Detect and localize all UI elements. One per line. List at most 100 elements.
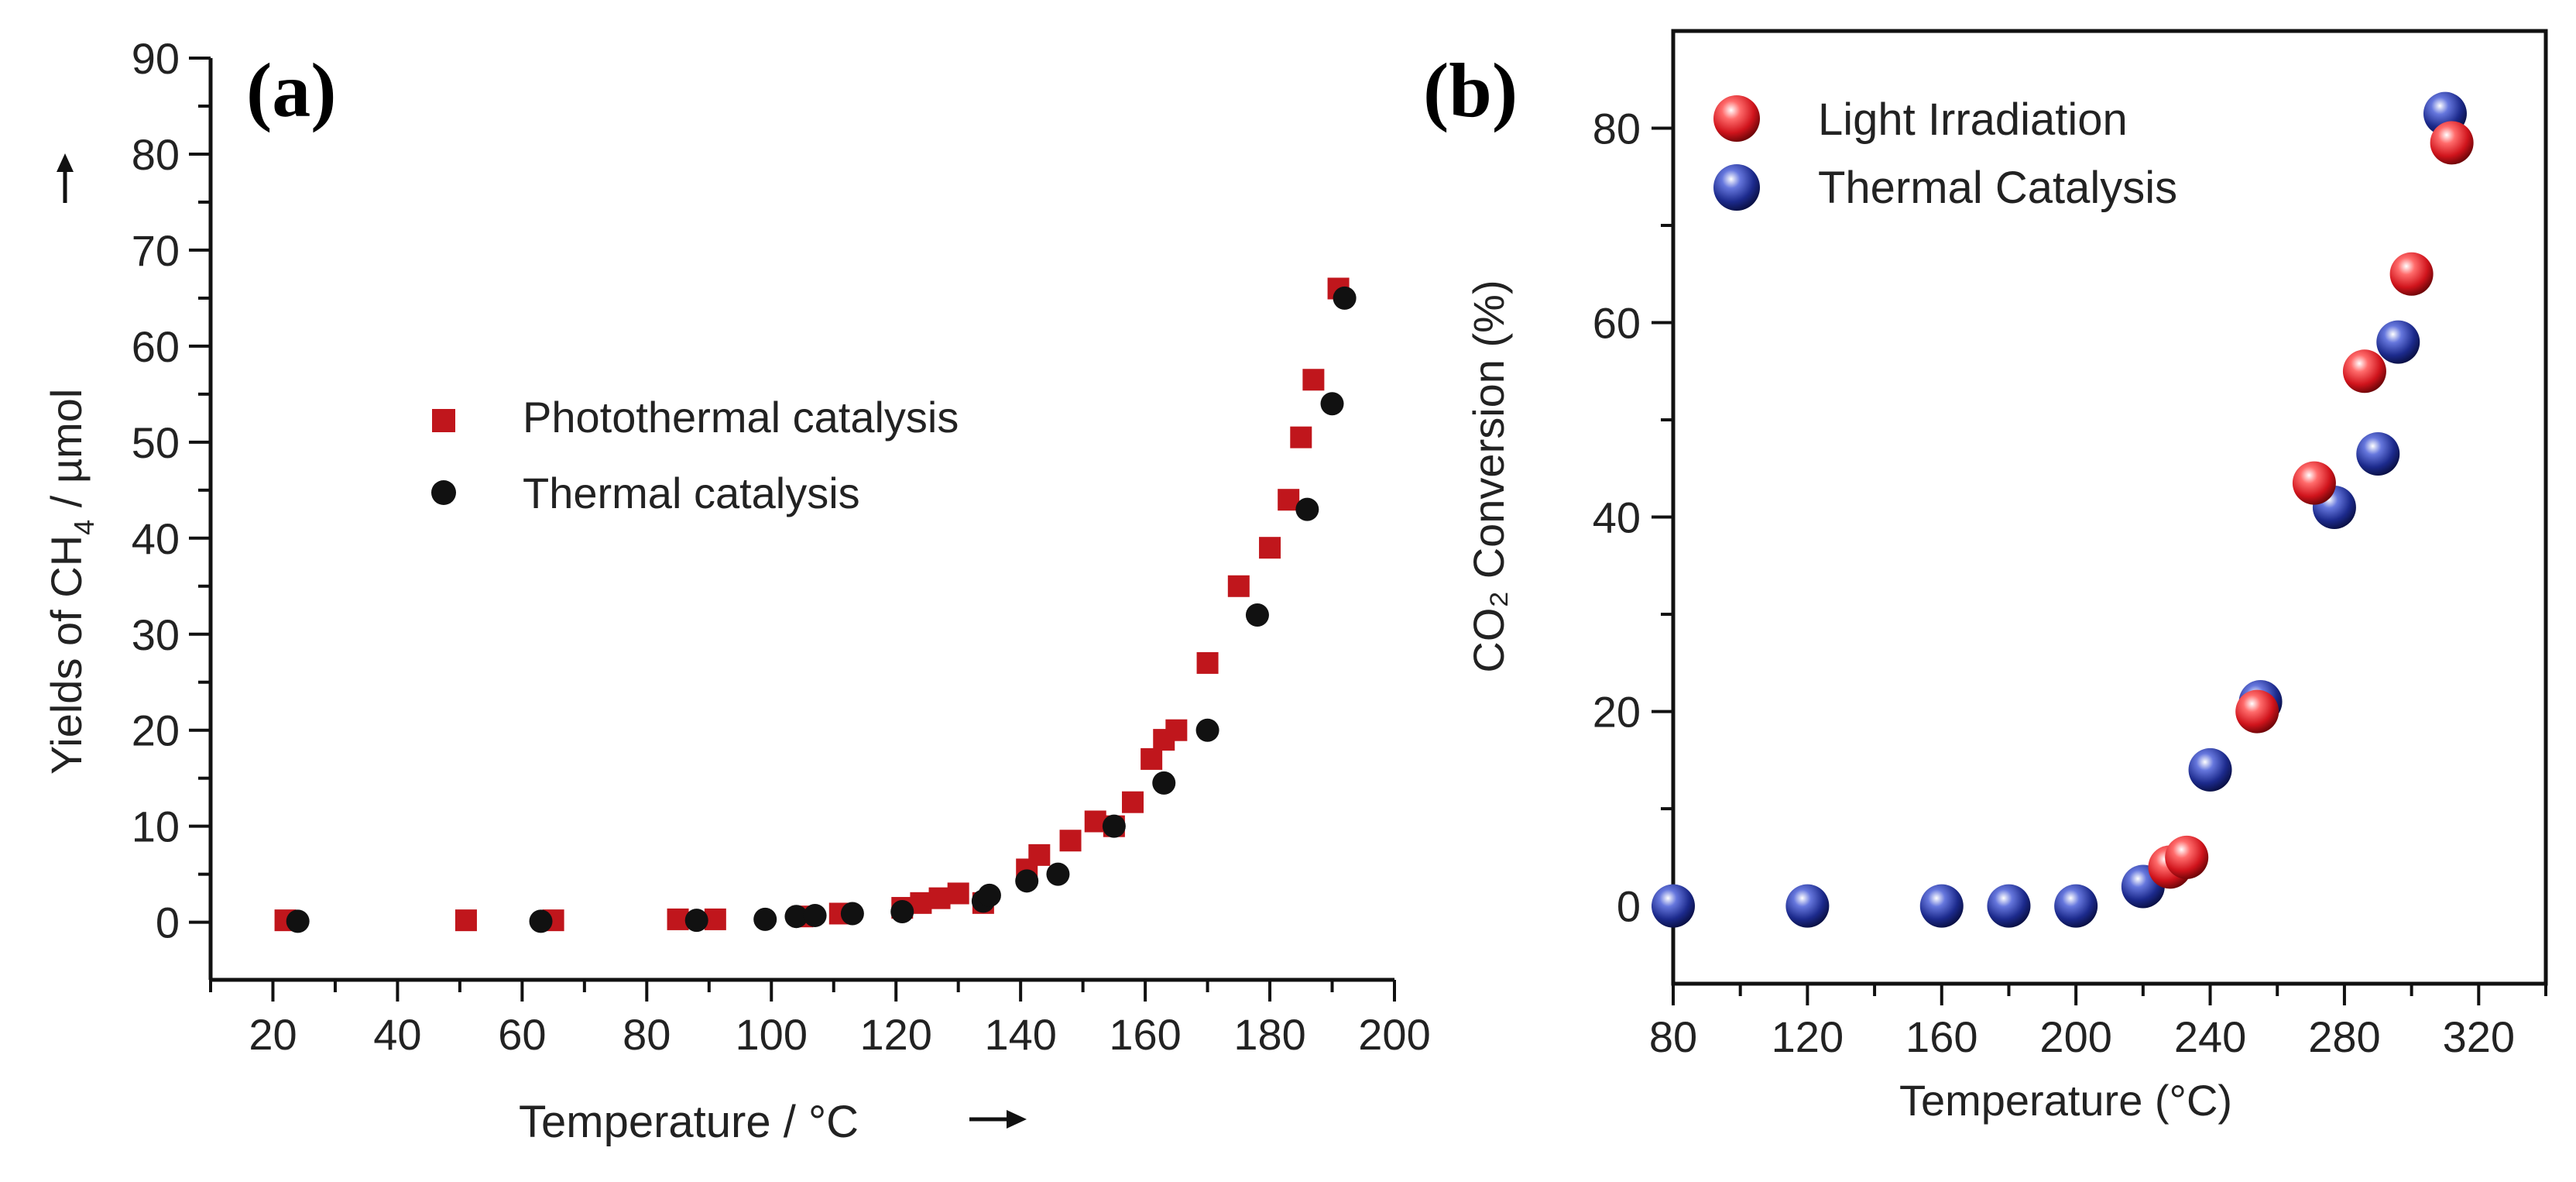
point-light-irradiation	[2342, 349, 2386, 393]
point-thermal	[977, 883, 1001, 907]
x-tick-label: 60	[498, 1010, 546, 1059]
legend-marker-thermal-catalysis	[1713, 164, 1760, 211]
point-thermal	[529, 909, 553, 933]
legend-label-thermal: Thermal catalysis	[523, 469, 860, 517]
panel-b-data-points	[1652, 91, 2474, 928]
point-thermal	[753, 907, 777, 931]
point-light-irradiation	[2165, 835, 2209, 879]
point-light-irradiation	[2430, 121, 2474, 165]
point-thermal	[1102, 814, 1126, 838]
x-tick-label: 200	[2039, 1012, 2111, 1061]
point-thermal	[1046, 862, 1070, 886]
x-tick-label: 200	[1358, 1010, 1430, 1059]
y-tick-label: 80	[132, 130, 180, 179]
panel-a-x-axis-arrow	[969, 1110, 1027, 1129]
point-photothermal	[928, 887, 951, 909]
point-photothermal	[1141, 747, 1163, 770]
panel-a: (a) 20 40 60 80 100 120 140 160 180 200 0 10 20 30 40…	[42, 34, 1431, 1147]
legend-marker-photothermal	[432, 409, 455, 432]
point-thermal-catalysis	[2054, 884, 2098, 928]
point-thermal	[840, 902, 864, 926]
legend-marker-thermal	[431, 480, 456, 505]
legend-label-thermal-catalysis: Thermal Catalysis	[1818, 163, 2177, 213]
point-thermal	[1015, 869, 1039, 893]
panel-a-legend: Photothermal catalysis Thermal catalysis	[431, 393, 959, 517]
point-photothermal	[1084, 810, 1106, 833]
x-tick-label: 240	[2174, 1012, 2246, 1061]
point-thermal	[1245, 603, 1269, 627]
x-tick-label: 120	[859, 1010, 931, 1059]
y-tick-label: 80	[1593, 105, 1641, 153]
point-photothermal	[1196, 651, 1219, 674]
point-photothermal	[1059, 830, 1082, 852]
legend-marker-light-irradiation	[1713, 95, 1760, 142]
x-tick-label: 80	[623, 1010, 671, 1059]
y-tick-label: 50	[132, 418, 180, 467]
panel-b-axes	[1671, 29, 2548, 986]
x-tick-label: 320	[2443, 1012, 2515, 1061]
point-light-irradiation	[2292, 461, 2336, 505]
x-tick-label: 100	[736, 1010, 808, 1059]
x-tick-label: 120	[1772, 1012, 1844, 1061]
point-photothermal	[947, 882, 969, 905]
legend-label-light-irradiation: Light Irradiation	[1818, 94, 2128, 145]
point-photothermal	[1278, 489, 1300, 511]
point-photothermal	[1290, 426, 1312, 448]
panel-a-y-axis-label: Yields of CH4 / µmol	[42, 389, 100, 775]
y-tick-label: 60	[1593, 299, 1641, 348]
panel-a-ticks	[189, 57, 1396, 1002]
panel-a-y-tick-labels: 0 10 20 30 40 50 60 70 80 90	[132, 34, 180, 947]
panel-a-x-axis-label: Temperature / °C	[519, 1097, 859, 1147]
panel-b-y-tick-labels: 0 20 40 60 80	[1593, 105, 1641, 931]
point-thermal-catalysis	[1785, 884, 1830, 928]
point-thermal-catalysis	[1987, 884, 2031, 928]
x-tick-label: 280	[2308, 1012, 2380, 1061]
point-photothermal	[1028, 844, 1051, 866]
point-photothermal	[1227, 575, 1250, 597]
y-tick-label: 20	[132, 706, 180, 755]
point-thermal	[803, 903, 827, 927]
point-photothermal	[1302, 369, 1325, 391]
y-tick-label: 0	[1617, 882, 1641, 931]
y-tick-label: 70	[132, 226, 180, 275]
y-tick-label: 10	[132, 802, 180, 851]
panel-b-y-axis-label: CO₂ Conversion (%)	[1464, 280, 1513, 672]
y-tick-label: 40	[132, 514, 180, 563]
point-thermal-catalysis	[2188, 747, 2232, 792]
point-thermal-catalysis	[1652, 884, 1695, 928]
point-thermal	[1320, 392, 1344, 416]
y-tick-label: 20	[1593, 688, 1641, 737]
x-tick-label: 40	[373, 1010, 421, 1059]
panel-a-axes	[208, 58, 1394, 982]
panel-b-x-tick-labels: 80 120 160 200 240 280 320	[1649, 1012, 2515, 1061]
point-thermal	[784, 905, 808, 929]
panel-a-label: (a)	[246, 47, 337, 133]
x-tick-label: 140	[984, 1010, 1056, 1059]
point-photothermal	[1122, 791, 1144, 813]
y-tick-label: 30	[132, 610, 180, 659]
point-photothermal	[1165, 719, 1188, 741]
x-tick-label: 20	[249, 1010, 297, 1059]
panel-b-frame	[1671, 29, 2548, 986]
point-thermal	[286, 909, 310, 933]
point-thermal	[1152, 771, 1176, 795]
point-thermal	[1295, 497, 1319, 521]
y-tick-label: 40	[1593, 493, 1641, 542]
point-photothermal	[1259, 537, 1281, 559]
legend-label-photothermal: Photothermal catalysis	[523, 393, 959, 442]
panel-a-x-tick-labels: 20 40 60 80 100 120 140 160 180 200	[249, 1010, 1430, 1059]
panel-b: (b) 80 120 160 200 240 280 320 0 20 40 60 80 Light…	[1423, 29, 2548, 1125]
point-photothermal	[454, 909, 477, 932]
x-tick-label: 80	[1649, 1012, 1697, 1061]
panel-a-y-axis-arrow	[57, 153, 74, 203]
panel-b-legend: Light Irradiation Thermal Catalysis	[1713, 94, 2177, 213]
y-tick-label: 60	[132, 322, 180, 371]
panel-b-label: (b)	[1423, 47, 1518, 133]
panel-b-x-axis-label: Temperature (°C)	[1899, 1076, 2232, 1125]
point-thermal-catalysis	[1919, 884, 1964, 928]
x-tick-label: 180	[1233, 1010, 1305, 1059]
point-thermal-catalysis	[2356, 431, 2400, 476]
point-thermal	[1333, 286, 1357, 310]
y-tick-label: 0	[156, 899, 180, 947]
